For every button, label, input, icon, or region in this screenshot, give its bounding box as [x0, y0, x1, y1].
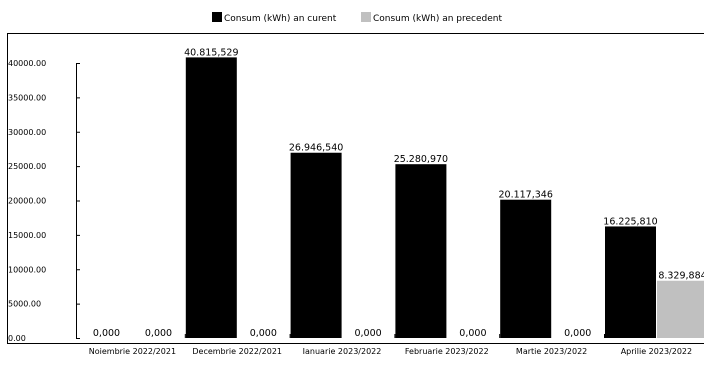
category-labels: Noiembrie 2022/2021 Decembrie 2022/2021 Ia…: [89, 347, 692, 356]
data-label: 0,000: [93, 328, 120, 339]
data-label: 16.225,810: [603, 216, 657, 227]
data-label: 0,000: [250, 328, 277, 339]
y-tick-label: 40000.00: [8, 59, 46, 68]
data-label: 0,000: [354, 328, 381, 339]
legend: Consum (kWh) an curent Consum (kWh) an p…: [212, 12, 502, 24]
category-label: Decembrie 2022/2021: [192, 347, 282, 356]
legend-swatch-previous: [361, 12, 371, 22]
y-tick-label: 15000.00: [8, 231, 46, 240]
y-axis-ticks: 0.00 5000.00 10000.00 15000.00 20000.00 25000…: [8, 59, 80, 343]
y-tick-label: 30000.00: [8, 128, 46, 137]
bars: [184, 57, 704, 338]
legend-swatch-current: [212, 12, 222, 22]
category-label: Aprilie 2023/2022: [621, 347, 692, 356]
legend-label-current: Consum (kWh) an curent: [224, 14, 337, 24]
bar: [290, 152, 342, 338]
data-label: 8.329,884: [658, 271, 704, 282]
bar: [395, 164, 447, 338]
y-tick-label: 25000.00: [8, 162, 46, 171]
data-label: 0,000: [145, 328, 172, 339]
bar: [605, 226, 656, 338]
category-label: Martie 2023/2022: [516, 347, 587, 356]
bar: [657, 280, 704, 338]
data-labels: 0,000 0,000 40.815,529 0,000 26.946,540 0,000…: [93, 47, 704, 339]
y-tick-label: 10000.00: [8, 265, 46, 274]
legend-label-previous: Consum (kWh) an precedent: [373, 14, 502, 24]
data-label: 26.946,540: [289, 143, 343, 154]
y-tick-label: 5000.00: [8, 300, 41, 309]
category-label: Ianuarie 2023/2022: [303, 347, 382, 356]
y-tick-label: 35000.00: [8, 93, 46, 102]
bar: [500, 199, 552, 338]
bar: [185, 57, 237, 338]
y-tick-label: 20000.00: [8, 197, 46, 206]
data-label: 40.815,529: [184, 47, 238, 58]
category-label: Februarie 2023/2022: [405, 347, 489, 356]
data-label: 20.117,346: [498, 190, 552, 201]
data-label: 0,000: [459, 328, 486, 339]
y-tick-label: 0.00: [8, 334, 26, 343]
data-label: 25.280,970: [394, 154, 448, 165]
category-label: Noiembrie 2022/2021: [89, 347, 176, 356]
data-label: 0,000: [564, 328, 591, 339]
plot-frame: [7, 33, 704, 344]
